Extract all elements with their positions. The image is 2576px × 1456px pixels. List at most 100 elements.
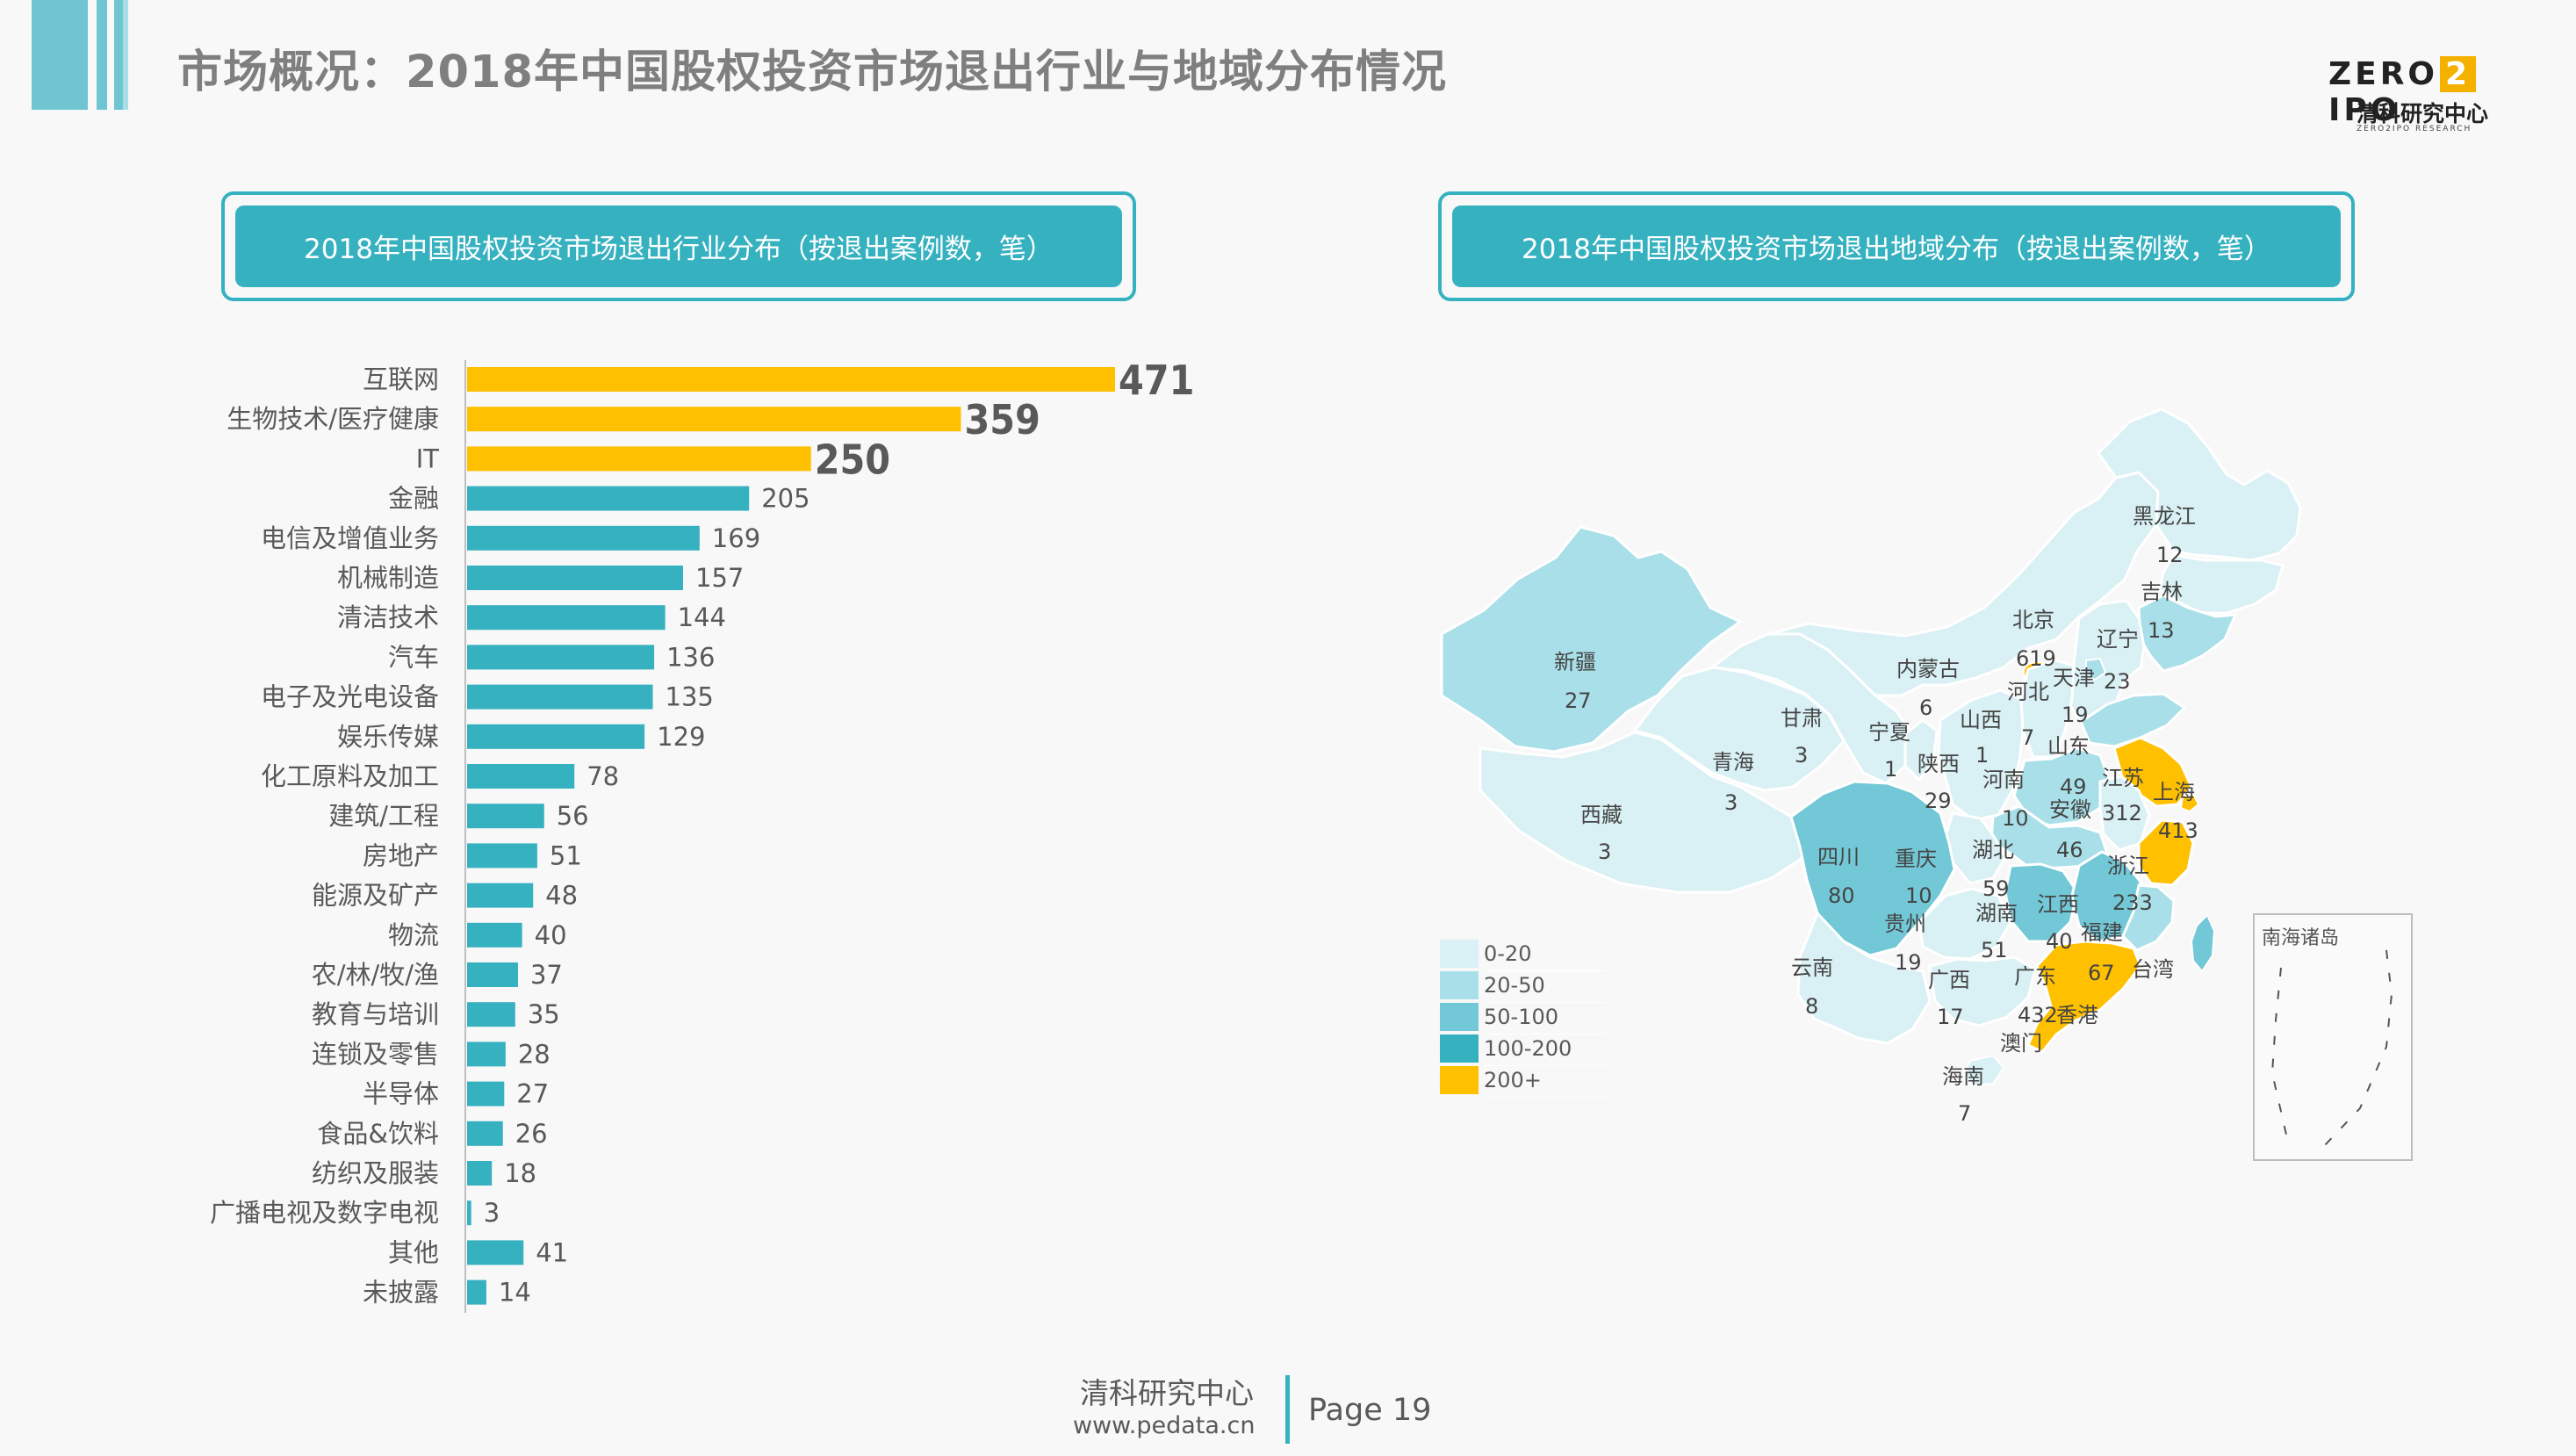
value-label: 129 bbox=[657, 722, 705, 752]
map-region-heilongjiang bbox=[2097, 407, 2302, 562]
value-label: 144 bbox=[678, 602, 726, 632]
map-region-guangxi bbox=[1928, 955, 2037, 1027]
map-region-shaanxi bbox=[1937, 688, 2025, 822]
map-label-guangxi: 广西 bbox=[1928, 968, 1970, 992]
bar-group: 互联网 471 生物技术/医疗健康 359 IT 250 金融 205 电信及增值业务 169 机械… bbox=[210, 357, 1194, 1308]
map-value-hunan: 59 bbox=[1982, 876, 2010, 901]
map-label-xinjiang: 新疆 bbox=[1554, 650, 1596, 674]
map-region-shanghai bbox=[2179, 792, 2200, 813]
map-value-guizhou: 19 bbox=[1895, 950, 1922, 975]
value-label: 135 bbox=[666, 682, 714, 712]
bar bbox=[467, 764, 575, 789]
category-label: 清洁技术 bbox=[337, 602, 439, 632]
map-value-jiangxi: 51 bbox=[1981, 938, 2008, 962]
legend-label: 20-50 bbox=[1484, 973, 1545, 998]
footer-url[interactable]: www.pedata.cn bbox=[1073, 1412, 1256, 1439]
map-region-tianjin bbox=[2085, 657, 2107, 681]
map-region-liaoning bbox=[2137, 594, 2238, 673]
category-label: 建筑/工程 bbox=[328, 801, 439, 831]
value-label: 157 bbox=[695, 563, 744, 593]
map-label-hainan: 海南 bbox=[1942, 1064, 1984, 1089]
category-label: 其他 bbox=[388, 1237, 439, 1267]
value-label: 471 bbox=[1119, 357, 1194, 404]
map-label-taiwan: 台湾 bbox=[2132, 957, 2174, 982]
inset-title: 南海诸岛 bbox=[2262, 927, 2340, 949]
map-label-beijing: 北京 bbox=[2012, 608, 2054, 632]
value-label: 26 bbox=[515, 1119, 548, 1149]
china-region-map: 黑龙江 12 吉林 13 辽宁 北京 619 天津 23 河北 19 内蒙古 6… bbox=[1440, 407, 2302, 1126]
map-value-anhui: 10 bbox=[2002, 806, 2029, 831]
map-label-anhui: 安徽 bbox=[2049, 797, 2091, 822]
map-value-beijing: 619 bbox=[2016, 646, 2056, 671]
map-label-hebei: 河北 bbox=[2007, 680, 2049, 704]
category-label: 化工原料及加工 bbox=[261, 761, 439, 791]
map-value-shanxi: 7 bbox=[2021, 725, 2034, 750]
map-label-shaanxi: 陕西 bbox=[1918, 752, 1960, 776]
map-label-shanxi: 山西 bbox=[1960, 708, 2002, 732]
bar bbox=[467, 1081, 505, 1106]
value-label: 136 bbox=[666, 642, 715, 672]
industry-chart-title-box: 2018年中国股权投资市场退出行业分布（按退出案例数，笔） bbox=[221, 191, 1136, 301]
map-value-yunnan: 8 bbox=[1805, 994, 1818, 1019]
map-value-jiangsu: 312 bbox=[2102, 801, 2142, 825]
bar bbox=[467, 1240, 524, 1265]
map-label-sichuan: 四川 bbox=[1817, 845, 1860, 869]
map-value-ningxia: 1 bbox=[1884, 757, 1897, 782]
category-label: 纺织及服装 bbox=[312, 1158, 439, 1188]
bar bbox=[467, 883, 534, 908]
bar bbox=[467, 486, 750, 511]
bar bbox=[467, 605, 666, 631]
map-value-shaanxi: 1 bbox=[1975, 743, 1989, 768]
map-label-henan: 河南 bbox=[1982, 768, 2025, 792]
map-label-fujian: 福建 bbox=[2081, 920, 2123, 945]
map-label-guangdong: 广东 bbox=[2014, 964, 2056, 989]
map-labels: 黑龙江 12 吉林 13 辽宁 北京 619 天津 23 河北 19 内蒙古 6… bbox=[1554, 504, 2198, 1126]
legend-item: 50-100 bbox=[1440, 1001, 1607, 1034]
map-value-gansu: 3 bbox=[1795, 743, 1808, 768]
footer-divider bbox=[1285, 1375, 1290, 1444]
map-label-ningxia: 宁夏 bbox=[1868, 720, 1910, 745]
value-label: 41 bbox=[536, 1237, 568, 1267]
map-region-guangdong bbox=[2026, 940, 2142, 1054]
map-label-zhejiang: 浙江 bbox=[2107, 854, 2149, 878]
category-label: 物流 bbox=[388, 920, 439, 950]
legend-label: 200+ bbox=[1484, 1068, 1542, 1092]
category-label: 教育与培训 bbox=[312, 999, 439, 1029]
logo-english: ZERO2IPO RESEARCH bbox=[2357, 125, 2472, 133]
map-region-jilin bbox=[2158, 553, 2285, 615]
page-number: Page 19 bbox=[1308, 1393, 1432, 1428]
map-label-yunnan: 云南 bbox=[1791, 955, 1833, 980]
map-label-hongkong: 香港 bbox=[2056, 1003, 2098, 1027]
category-label: 农/林/牧/渔 bbox=[312, 960, 439, 990]
category-label: 房地产 bbox=[363, 840, 439, 870]
map-label-shandong: 山东 bbox=[2047, 734, 2090, 759]
value-label: 56 bbox=[557, 801, 589, 831]
map-value-hebei: 19 bbox=[2062, 703, 2089, 727]
map-value-heilongjiang: 12 bbox=[2156, 543, 2184, 567]
map-region-xinjiang bbox=[1440, 525, 1743, 753]
legend-item: 100-200 bbox=[1440, 1033, 1607, 1066]
zero2ipo-logo: ZERO 2IPO 清科研究中心 ZERO2IPO RESEARCH bbox=[2328, 49, 2525, 137]
category-label: 互联网 bbox=[363, 364, 439, 394]
bar bbox=[467, 446, 811, 472]
map-region-zhejiang bbox=[2137, 818, 2195, 887]
legend-swatch bbox=[1440, 1066, 1479, 1094]
map-value-taiwan: 67 bbox=[2088, 961, 2115, 985]
map-label-hunan: 湖南 bbox=[1975, 901, 2018, 926]
bar bbox=[467, 367, 1115, 392]
legend-swatch bbox=[1440, 940, 1479, 968]
map-label-gansu: 甘肃 bbox=[1781, 706, 1823, 731]
category-label: 生物技术/医疗健康 bbox=[227, 404, 439, 434]
map-value-fujian: 40 bbox=[2046, 929, 2073, 954]
bar bbox=[467, 1200, 471, 1226]
category-label: IT bbox=[416, 443, 440, 473]
bar bbox=[467, 962, 518, 987]
map-value-guangdong: 432 bbox=[2018, 1003, 2058, 1027]
south-china-sea-inset: 南海诸岛 bbox=[2253, 913, 2413, 1161]
map-label-jiangxi: 江西 bbox=[2037, 892, 2079, 917]
value-label: 14 bbox=[499, 1278, 531, 1308]
map-label-tianjin: 天津 bbox=[2053, 666, 2095, 690]
map-region-guizhou bbox=[1918, 887, 2012, 961]
map-label-xizang: 西藏 bbox=[1580, 803, 1623, 827]
category-label: 能源及矿产 bbox=[312, 881, 439, 911]
